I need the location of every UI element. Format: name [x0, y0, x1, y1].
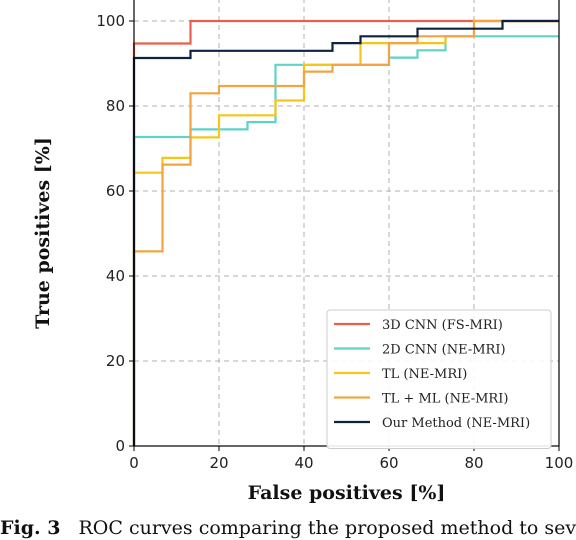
x-tick-label: 80 [464, 454, 483, 472]
legend-entry: 3D CNN (FS-MRI) [382, 318, 503, 333]
legend-entry: Our Method (NE-MRI) [382, 416, 530, 431]
x-tick-label: 100 [545, 454, 574, 472]
series-line-5 [132, 19, 559, 446]
caption-label: Fig. 3 [0, 517, 60, 539]
legend-entry: TL + ML (NE-MRI) [382, 392, 508, 407]
x-tick-label: 60 [379, 454, 398, 472]
legend-box [326, 309, 552, 449]
legend: 3D CNN (FS-MRI) 2D CNN (NE-MRI) TL (NE-MRI… [326, 309, 552, 449]
y-tick-label: 40 [106, 267, 125, 285]
axis-ticks: 0 20 40 60 80 100 0 20 40 60 80 100 [96, 12, 573, 472]
x-tick-label: 20 [209, 454, 228, 472]
y-tick-label: 20 [106, 352, 125, 370]
legend-entry: TL (NE-MRI) [382, 367, 467, 382]
x-tick-label: 40 [294, 454, 313, 472]
legend-entry: 2D CNN (NE-MRI) [382, 343, 506, 358]
figure-caption: Fig. 3 ROC curves comparing the proposed… [0, 517, 576, 539]
y-axis-title: True positives [%] [32, 137, 54, 329]
y-tick-label: 60 [106, 182, 125, 200]
caption-body: ROC curves comparing the proposed method… [79, 517, 576, 539]
x-axis-title: False positives [%] [248, 482, 446, 504]
x-tick-label: 0 [129, 454, 139, 472]
y-tick-label: 0 [115, 437, 125, 455]
y-tick-label: 80 [106, 97, 125, 115]
y-tick-label: 100 [96, 12, 125, 30]
